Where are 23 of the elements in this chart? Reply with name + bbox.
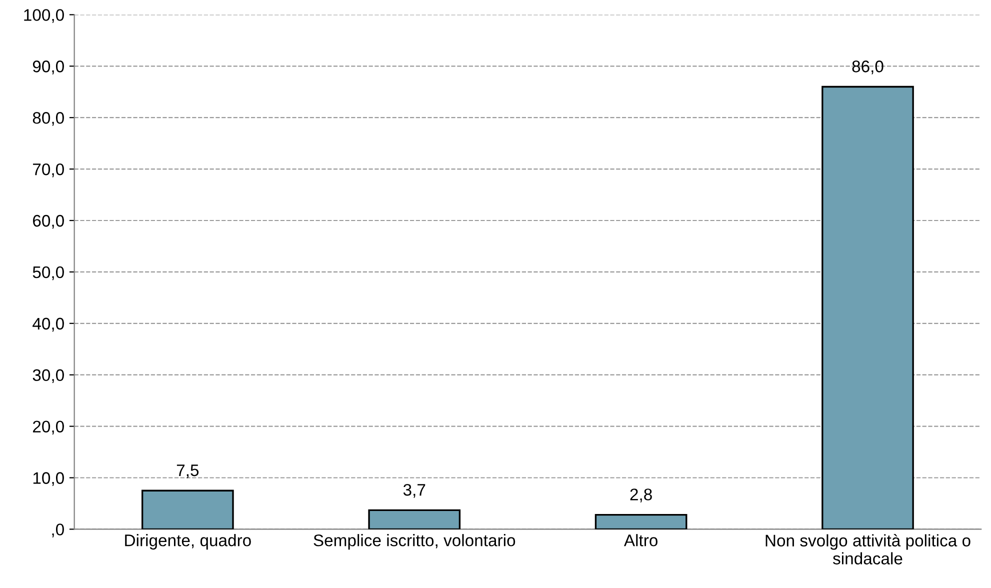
y-tick-label: 70,0 <box>33 163 64 178</box>
data-label: 7,5 <box>176 464 199 478</box>
y-tick-label: 80,0 <box>32 112 64 126</box>
y-tick-label: ,0 <box>52 524 64 538</box>
y-tick-label: 20,0 <box>33 420 64 434</box>
data-label: 3,7 <box>403 484 426 498</box>
bar <box>594 514 688 530</box>
data-label: 2,8 <box>630 488 652 502</box>
y-tick-label: 60,0 <box>33 214 64 229</box>
x-tick-label: Non svolgo attività politica o sindacale <box>766 534 970 564</box>
bar <box>822 86 914 530</box>
y-tick-label: 100,0 <box>24 9 64 23</box>
x-tick-label: Semplice iscritto, volontario <box>314 534 516 550</box>
x-tick-label: Altro <box>624 534 658 546</box>
data-label: 86,0 <box>852 60 884 74</box>
bar <box>141 490 234 530</box>
y-tick-label: 50,0 <box>32 266 64 280</box>
x-tick-label: Dirigente, quadro <box>125 534 251 550</box>
y-tick-label: 10,0 <box>33 472 64 486</box>
y-tick-label: 90,0 <box>32 60 64 74</box>
y-tick-label: 30,0 <box>32 369 64 384</box>
y-tick-label: 40,0 <box>32 318 64 332</box>
bar <box>368 509 461 530</box>
